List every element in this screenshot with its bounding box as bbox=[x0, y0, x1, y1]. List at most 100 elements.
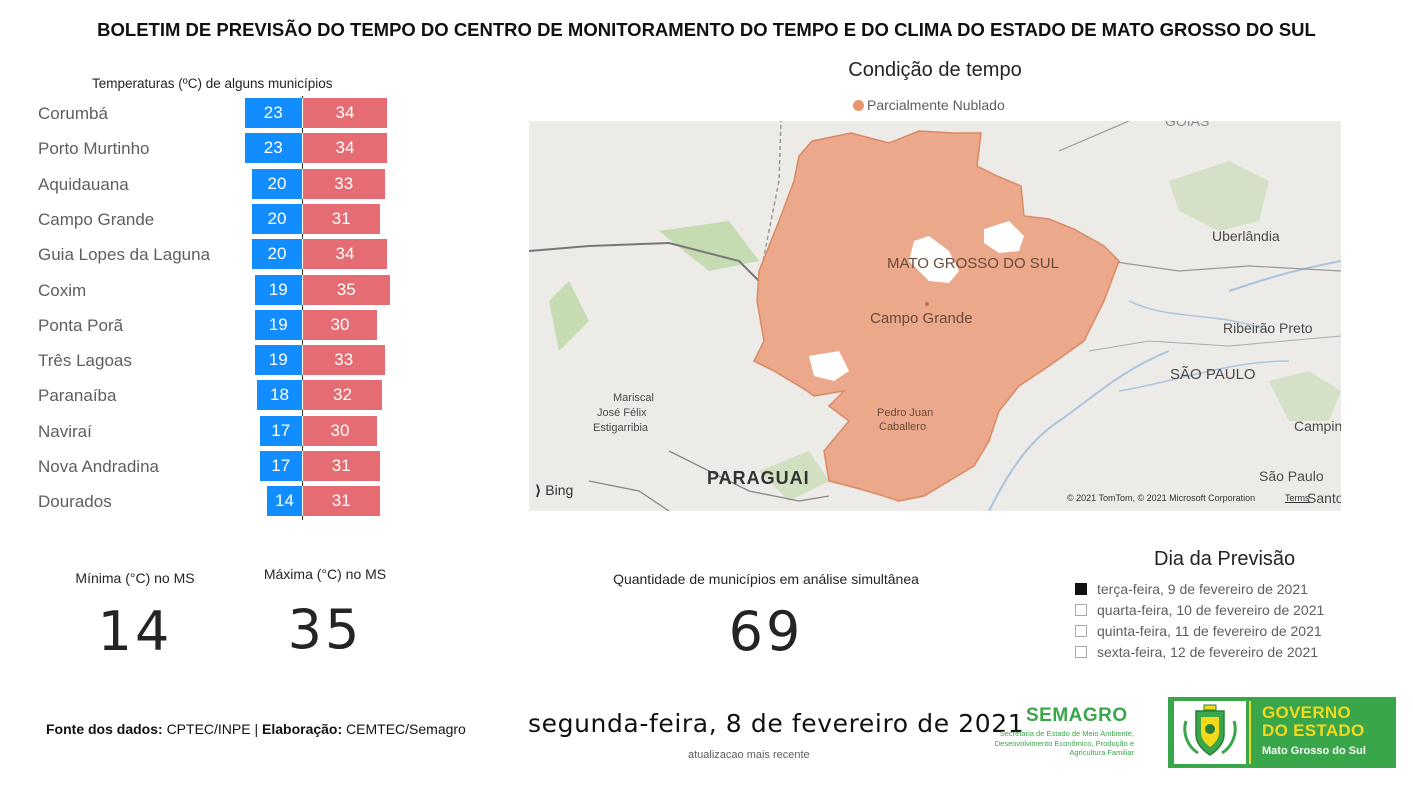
forecast-day-option[interactable]: terça-feira, 9 de fevereiro de 2021 bbox=[1075, 581, 1308, 597]
temperature-row: Dourados 14 31 bbox=[0, 484, 400, 519]
semagro-logo-subtitle: Secretaria de Estado de Meio Ambiente, D… bbox=[994, 729, 1134, 757]
map-label-sao-paulo-city: São Paulo bbox=[1259, 468, 1324, 484]
max-temp-bar[interactable]: 35 bbox=[302, 274, 390, 305]
city-name: Ponta Porã bbox=[38, 315, 124, 335]
map-label-campo-grande: Campo Grande bbox=[870, 310, 973, 327]
min-temp-bar[interactable]: 20 bbox=[252, 168, 302, 199]
city-name: Três Lagoas bbox=[38, 351, 132, 371]
max-temp-bar[interactable]: 34 bbox=[302, 239, 387, 270]
checkbox-icon[interactable] bbox=[1075, 646, 1087, 658]
min-temp-bar[interactable]: 17 bbox=[259, 415, 302, 446]
min-temp-bar[interactable]: 23 bbox=[244, 98, 302, 128]
min-temp-bar[interactable]: 19 bbox=[254, 309, 302, 340]
max-temp-bar[interactable]: 34 bbox=[302, 98, 387, 128]
max-temp-bar[interactable]: 31 bbox=[302, 486, 380, 517]
max-temp-value: 35 bbox=[287, 598, 363, 661]
max-temp-bar[interactable]: 31 bbox=[302, 451, 380, 481]
checkbox-icon[interactable] bbox=[1075, 625, 1087, 637]
max-temp-bar[interactable]: 33 bbox=[302, 345, 385, 376]
government-logo: GOVERNO DO ESTADO Mato Grosso do Sul bbox=[1168, 697, 1396, 768]
map-label-santo: Santo bbox=[1307, 490, 1341, 506]
legend-dot-icon bbox=[853, 100, 864, 111]
elaboration-value: CEMTEC/Semagro bbox=[346, 721, 466, 737]
forecast-day-option[interactable]: sexta-feira, 12 de fevereiro de 2021 bbox=[1075, 644, 1318, 660]
bing-label: Bing bbox=[545, 482, 574, 498]
map-label-mariscal-3: Estigarribia bbox=[593, 422, 649, 434]
gov-logo-line1: GOVERNO bbox=[1262, 703, 1352, 722]
source-label: Fonte dos dados: bbox=[46, 721, 163, 737]
elaboration-label: Elaboração: bbox=[262, 721, 343, 737]
temperature-row: Ponta Porã 19 30 bbox=[0, 308, 400, 343]
map-label-campinas: Campina bbox=[1294, 418, 1341, 434]
min-temp-value: 14 bbox=[97, 600, 173, 663]
update-date-caption: atualizacao mais recente bbox=[688, 749, 810, 761]
municipalities-count-value: 69 bbox=[728, 600, 804, 663]
bing-logo: ⟩ Bing bbox=[535, 482, 573, 499]
temperature-row: Paranaíba 18 32 bbox=[0, 378, 400, 413]
coat-of-arms-icon bbox=[1174, 701, 1246, 764]
map-copyright: © 2021 TomTom, © 2021 Microsoft Corporat… bbox=[1067, 493, 1256, 503]
map-label-goias: GOIÁS bbox=[1165, 121, 1210, 129]
page-title: BOLETIM DE PREVISÃO DO TEMPO DO CENTRO D… bbox=[97, 19, 1316, 40]
temperature-row: Naviraí 17 30 bbox=[0, 414, 400, 449]
max-temp-bar[interactable]: 33 bbox=[302, 168, 385, 199]
temperature-row: Corumbá 23 34 bbox=[0, 96, 400, 131]
temperature-row: Campo Grande 20 31 bbox=[0, 202, 400, 237]
checkbox-icon[interactable] bbox=[1075, 604, 1087, 616]
min-temp-bar[interactable]: 20 bbox=[252, 239, 302, 270]
map-legend[interactable]: Parcialmente Nublado bbox=[853, 97, 1005, 113]
temperatures-chart-title: Temperaturas (ºC) de alguns municípios bbox=[92, 76, 333, 91]
min-temp-bar[interactable]: 14 bbox=[267, 486, 302, 517]
max-temp-bar[interactable]: 30 bbox=[302, 309, 377, 340]
city-name: Campo Grande bbox=[38, 209, 155, 229]
min-temp-bar[interactable]: 19 bbox=[254, 274, 302, 305]
city-name: Dourados bbox=[38, 492, 112, 512]
min-temp-bar[interactable]: 20 bbox=[252, 203, 302, 234]
min-temp-bar[interactable]: 17 bbox=[259, 451, 302, 481]
map-label-pedro-2: Caballero bbox=[879, 421, 927, 433]
min-temp-bar[interactable]: 19 bbox=[254, 345, 302, 376]
map-label-uberlandia: Uberlândia bbox=[1212, 228, 1280, 244]
min-temp-bar[interactable]: 18 bbox=[257, 380, 302, 411]
temperature-row: Nova Andradina 17 31 bbox=[0, 449, 400, 484]
temperatures-chart: Corumbá 23 34 Porto Murtinho 23 34 Aquidauana 2… bbox=[0, 96, 400, 520]
forecast-day-option[interactable]: quinta-feira, 11 de fevereiro de 2021 bbox=[1075, 623, 1322, 639]
map-label-ribeirao-preto: Ribeirão Preto bbox=[1223, 320, 1313, 336]
gov-logo-line2: DO ESTADO bbox=[1262, 721, 1365, 740]
city-name: Naviraí bbox=[38, 421, 92, 441]
source-value: CPTEC/INPE | bbox=[166, 721, 259, 737]
checkbox-checked-icon[interactable] bbox=[1075, 583, 1087, 595]
semagro-logo-title: SEMAGRO bbox=[1026, 705, 1128, 726]
map-label-sao-paulo-state: SÃO PAULO bbox=[1170, 366, 1256, 383]
map-label-state: MATO GROSSO DO SUL bbox=[887, 255, 1059, 272]
data-source: Fonte dos dados: CPTEC/INPE | Elaboração… bbox=[46, 721, 466, 737]
map-title: Condição de tempo bbox=[848, 59, 1022, 81]
city-name: Corumbá bbox=[38, 104, 108, 123]
min-temp-bar[interactable]: 23 bbox=[244, 133, 302, 164]
temperature-row: Porto Murtinho 23 34 bbox=[0, 131, 400, 166]
temperature-row: Três Lagoas 19 33 bbox=[0, 343, 400, 378]
forecast-day-label: quarta-feira, 10 de fevereiro de 2021 bbox=[1097, 602, 1325, 618]
chart-axis-line bbox=[302, 96, 303, 520]
city-name: Coxim bbox=[38, 280, 87, 300]
max-temp-bar[interactable]: 30 bbox=[302, 415, 377, 446]
max-temp-bar[interactable]: 31 bbox=[302, 203, 380, 234]
map-visual[interactable]: MATO GROSSO DO SUL Campo Grande Mariscal… bbox=[529, 121, 1341, 511]
city-name: Porto Murtinho bbox=[38, 139, 150, 159]
map-label-mariscal-1: Mariscal bbox=[613, 392, 654, 404]
state-shape bbox=[752, 130, 1120, 502]
forecast-day-title: Dia da Previsão bbox=[1154, 548, 1296, 570]
map-terms-link[interactable]: Terms bbox=[1285, 493, 1310, 503]
update-date: segunda-feira, 8 de fevereiro de 2021 bbox=[528, 709, 1025, 738]
legend-label: Parcialmente Nublado bbox=[867, 97, 1005, 113]
forecast-day-label: terça-feira, 9 de fevereiro de 2021 bbox=[1097, 581, 1308, 597]
max-temp-bar[interactable]: 32 bbox=[302, 380, 382, 411]
city-name: Aquidauana bbox=[38, 174, 129, 194]
logo-separator bbox=[1249, 701, 1251, 764]
forecast-day-option[interactable]: quarta-feira, 10 de fevereiro de 2021 bbox=[1075, 602, 1324, 618]
temperature-row: Guia Lopes da Laguna 20 34 bbox=[0, 237, 400, 272]
max-temp-bar[interactable]: 34 bbox=[302, 133, 387, 164]
min-temp-label: Mínima (°C) no MS bbox=[75, 570, 195, 586]
temperature-row: Aquidauana 20 33 bbox=[0, 167, 400, 202]
city-name: Nova Andradina bbox=[38, 457, 159, 476]
